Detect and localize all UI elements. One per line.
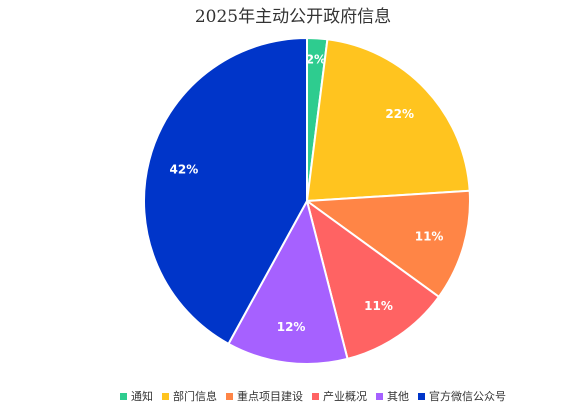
legend-item-5[interactable]: 官方微信公众号 (418, 389, 506, 403)
legend-label-0: 通知 (131, 389, 153, 403)
legend-label-1: 部门信息 (173, 389, 217, 403)
pie-slice-3[interactable] (305, 198, 441, 361)
slice-label-3: 11% (364, 299, 393, 313)
slice-labels: 2% 22% 11% 11% 12% 42% (170, 53, 444, 335)
slice-label-5: 42% (170, 162, 199, 176)
legend-swatch-5 (418, 393, 425, 400)
legend-swatch-4 (376, 393, 383, 400)
legend: 通知 部门信息 重点项目建设 产业概况 其他 官方微信公众号 (120, 389, 506, 403)
legend-label-5: 官方微信公众号 (429, 389, 506, 403)
legend-item-4[interactable]: 其他 (376, 390, 409, 403)
legend-label-2: 重点项目建设 (237, 389, 303, 403)
legend-swatch-0 (120, 393, 127, 400)
legend-swatch-1 (162, 393, 169, 400)
slice-label-4: 12% (277, 320, 306, 334)
legend-item-3[interactable]: 产业概况 (312, 389, 367, 403)
pie-slice-2[interactable] (304, 189, 472, 299)
pie-slice-4[interactable] (227, 198, 349, 366)
slice-label-2: 11% (415, 230, 444, 244)
slice-label-1: 22% (385, 107, 414, 121)
legend-label-4: 其他 (387, 390, 409, 403)
chart-title: 2025年主动公开政府信息 (195, 7, 391, 27)
pie-slice-5[interactable] (143, 36, 308, 346)
legend-swatch-2 (226, 393, 233, 400)
slice-label-0: 2% (306, 53, 326, 67)
legend-item-2[interactable]: 重点项目建设 (226, 389, 303, 403)
legend-label-3: 产业概况 (323, 389, 367, 403)
legend-item-1[interactable]: 部门信息 (162, 389, 217, 403)
legend-item-0[interactable]: 通知 (120, 389, 153, 403)
pie-slices (143, 36, 472, 366)
pie-slice-1[interactable] (305, 38, 471, 203)
legend-swatch-3 (312, 393, 319, 400)
